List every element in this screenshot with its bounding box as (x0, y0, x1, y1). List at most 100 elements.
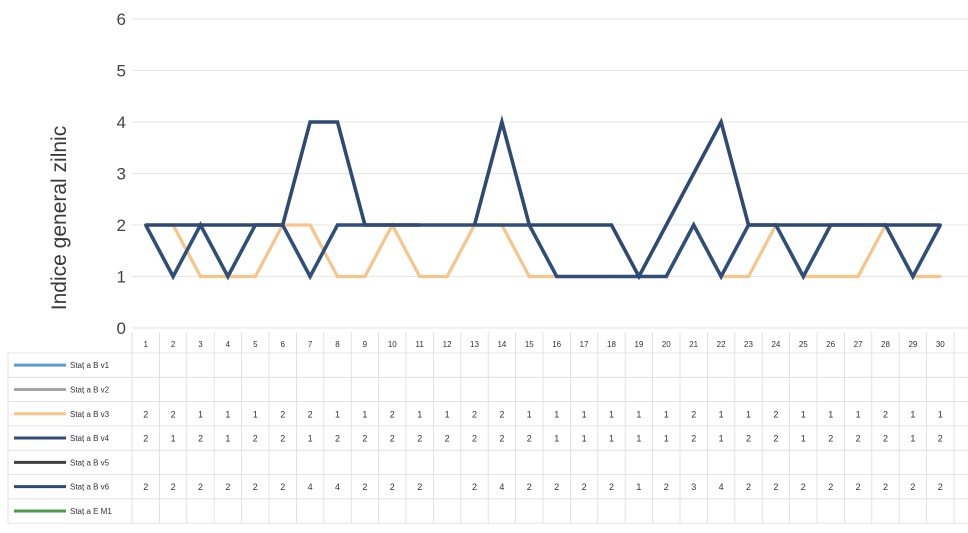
data-point (445, 275, 449, 278)
y-tick-label: 4 (117, 113, 126, 132)
data-label: 2 (773, 482, 778, 492)
data-label: 2 (390, 482, 395, 492)
data-label: 1 (308, 434, 313, 444)
data-label: 1 (938, 409, 943, 419)
x-tick-label: 14 (497, 340, 506, 349)
data-label: 1 (801, 409, 806, 419)
x-tick-label: 2 (171, 340, 176, 349)
data-point (171, 275, 175, 278)
data-label: 1 (746, 409, 751, 419)
x-tick-label: 10 (388, 340, 397, 349)
data-label: 2 (280, 434, 285, 444)
data-label: 2 (390, 409, 395, 419)
data-label: 4 (719, 482, 724, 492)
data-label: 2 (938, 434, 943, 444)
x-tick-label: 27 (854, 340, 863, 349)
data-label: 2 (828, 434, 833, 444)
data-label: 2 (746, 482, 751, 492)
data-label: 1 (171, 434, 176, 444)
x-tick-label: 1 (143, 340, 148, 349)
data-label: 4 (335, 482, 340, 492)
data-point (610, 275, 613, 278)
data-label: 2 (280, 482, 285, 492)
data-label: 2 (143, 482, 148, 492)
data-point (500, 120, 504, 124)
data-point (692, 223, 696, 227)
data-point (500, 223, 504, 227)
x-tick-label: 12 (443, 340, 452, 349)
data-label: 2 (362, 434, 367, 444)
data-label: 3 (691, 482, 696, 492)
data-label: 2 (883, 434, 888, 444)
x-tick-label: 15 (525, 340, 534, 349)
y-tick-label: 0 (117, 319, 126, 338)
data-label: 2 (362, 482, 367, 492)
data-point (774, 223, 778, 227)
data-label: 2 (417, 434, 422, 444)
legend-label: Staț a B v6 (70, 483, 110, 492)
data-label: 2 (390, 434, 395, 444)
y-tick-label: 5 (117, 62, 126, 81)
series-line-3 (145, 221, 941, 279)
data-point (664, 275, 668, 278)
x-tick-label: 30 (936, 340, 945, 349)
x-tick-label: 22 (717, 340, 726, 349)
x-tick-label: 11 (416, 340, 425, 349)
data-point (582, 275, 586, 278)
x-tick-label: 9 (363, 340, 368, 349)
data-label: 1 (910, 409, 915, 419)
data-label: 2 (472, 434, 477, 444)
data-point (527, 275, 531, 278)
x-tick-label: 21 (689, 340, 698, 349)
data-label: 2 (910, 482, 915, 492)
data-label: 1 (719, 434, 724, 444)
data-point (555, 223, 559, 227)
data-label: 1 (335, 409, 340, 419)
data-label: 2 (335, 434, 340, 444)
data-label: 1 (554, 434, 559, 444)
x-tick-label: 24 (771, 340, 780, 349)
data-label: 2 (582, 482, 587, 492)
data-point (199, 223, 202, 227)
data-point (938, 223, 942, 227)
data-point (856, 223, 860, 227)
legend-label: Staț a B v3 (70, 410, 110, 419)
data-point (336, 120, 339, 124)
data-label: 2 (417, 482, 422, 492)
data-point (719, 275, 723, 278)
data-label: 2 (773, 409, 778, 419)
data-point (253, 223, 257, 227)
data-label: 2 (883, 409, 888, 419)
data-label: 2 (856, 482, 861, 492)
legend-label: Staț a B v5 (70, 458, 110, 467)
data-point (527, 223, 531, 227)
data-label: 1 (225, 409, 230, 419)
data-label: 2 (171, 482, 176, 492)
x-tick-label: 6 (280, 340, 285, 349)
data-label: 2 (280, 409, 285, 419)
data-label: 1 (225, 434, 230, 444)
x-tick-label: 25 (799, 340, 808, 349)
data-label: 2 (856, 434, 861, 444)
data-point (582, 223, 586, 227)
data-label: 1 (636, 434, 641, 444)
x-tick-label: 23 (744, 340, 753, 349)
x-tick-label: 7 (308, 340, 313, 349)
data-point (390, 223, 394, 227)
data-label: 1 (445, 409, 450, 419)
data-label: 2 (773, 434, 778, 444)
data-label: 1 (856, 409, 861, 419)
data-label: 2 (143, 409, 148, 419)
data-label: 2 (691, 409, 696, 419)
x-tick-label: 13 (470, 340, 479, 349)
data-point (747, 223, 750, 227)
data-label: 2 (143, 434, 148, 444)
x-tick-label: 20 (662, 340, 671, 349)
x-tick-label: 4 (226, 340, 231, 349)
data-label: 2 (554, 482, 559, 492)
data-label: 1 (417, 409, 422, 419)
data-point (226, 223, 230, 227)
y-tick-label: 2 (117, 216, 126, 235)
data-label: 1 (719, 409, 724, 419)
